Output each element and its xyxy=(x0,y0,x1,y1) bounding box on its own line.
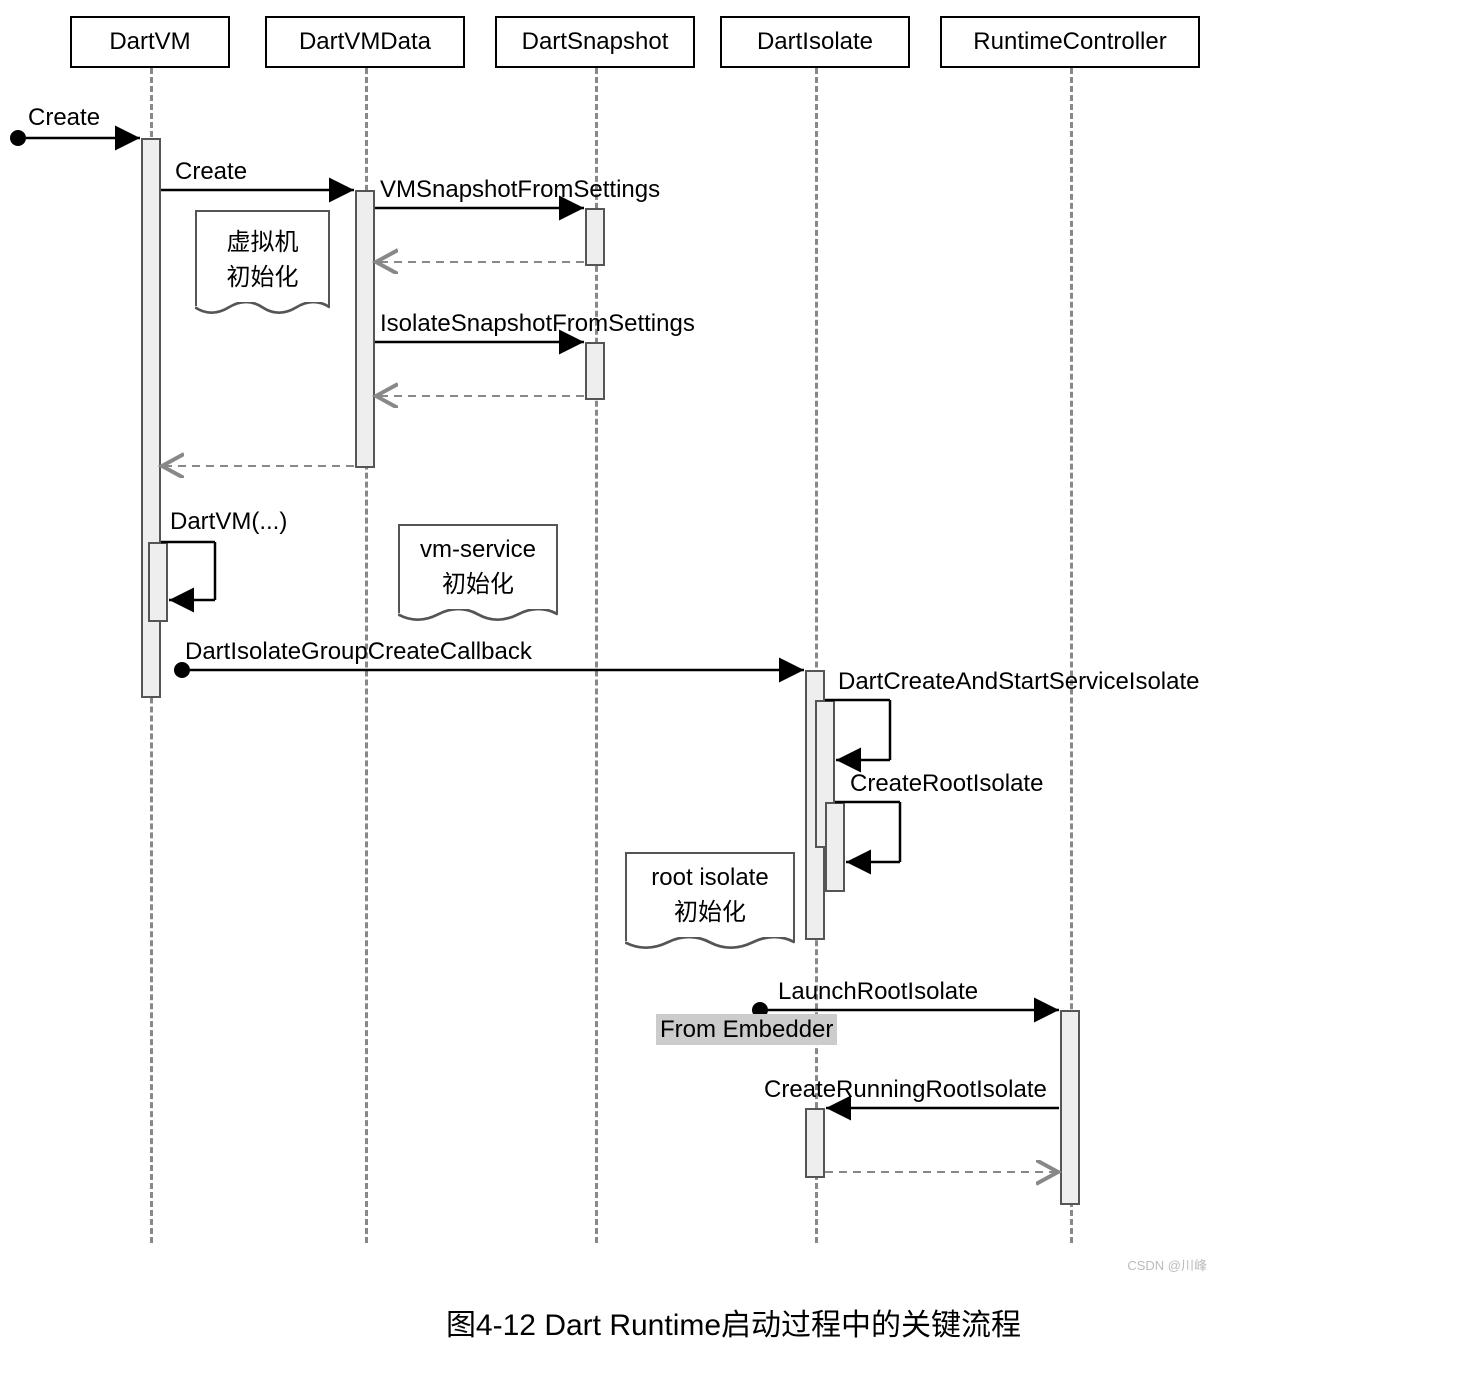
participant-runtimecontroller: RuntimeController xyxy=(940,16,1200,68)
activation-bar xyxy=(148,542,168,622)
message-label: CreateRootIsolate xyxy=(850,770,1043,798)
message-label: DartIsolateGroupCreateCallback xyxy=(185,638,532,666)
participant-label: DartIsolate xyxy=(757,28,873,55)
note-line: root isolate xyxy=(639,864,781,892)
message-label: CreateRunningRootIsolate xyxy=(764,1076,1047,1104)
highlighted-text: From Embedder xyxy=(656,1014,837,1045)
message-label: Create xyxy=(175,158,247,186)
participant-dartvmdata: DartVMData xyxy=(265,16,465,68)
message-label: IsolateSnapshotFromSettings xyxy=(380,310,695,338)
participant-dartisolate: DartIsolate xyxy=(720,16,910,68)
from-embedder-label: From Embedder xyxy=(656,1016,837,1044)
activation-bar xyxy=(585,208,605,266)
message-label: DartCreateAndStartServiceIsolate xyxy=(838,668,1200,696)
participant-label: DartVM xyxy=(109,28,190,55)
participant-dartvm: DartVM xyxy=(70,16,230,68)
sequence-diagram: DartVM DartVMData DartSnapshot DartIsola… xyxy=(0,0,1467,1390)
message-label: Create xyxy=(28,104,100,132)
note-line: 初始化 xyxy=(639,892,781,927)
note-vmservice: vm-service 初始化 xyxy=(398,524,558,613)
activation-bar xyxy=(805,1108,825,1178)
activation-bar xyxy=(825,802,845,892)
activation-bar xyxy=(1060,1010,1080,1205)
message-label: DartVM(...) xyxy=(170,508,287,536)
participant-label: RuntimeController xyxy=(973,28,1166,55)
message-label: LaunchRootIsolate xyxy=(778,978,978,1006)
message-label: VMSnapshotFromSettings xyxy=(380,176,660,204)
activation-bar xyxy=(355,190,375,468)
participant-label: DartSnapshot xyxy=(522,28,669,55)
lifeline xyxy=(815,68,818,1243)
activation-bar xyxy=(585,342,605,400)
note-root-isolate: root isolate 初始化 xyxy=(625,852,795,941)
participant-label: DartVMData xyxy=(299,28,431,55)
note-line: 初始化 xyxy=(412,564,544,599)
note-line: vm-service xyxy=(412,536,544,564)
arrows-layer xyxy=(0,0,1467,1390)
note-vm-init: 虚拟机 初始化 xyxy=(195,210,330,306)
watermark: CSDN @川峰 xyxy=(1127,1255,1207,1274)
figure-caption: 图4-12 Dart Runtime启动过程中的关键流程 xyxy=(0,1300,1467,1344)
note-line: 初始化 xyxy=(209,257,316,292)
note-line: 虚拟机 xyxy=(209,222,316,257)
participant-dartsnapshot: DartSnapshot xyxy=(495,16,695,68)
